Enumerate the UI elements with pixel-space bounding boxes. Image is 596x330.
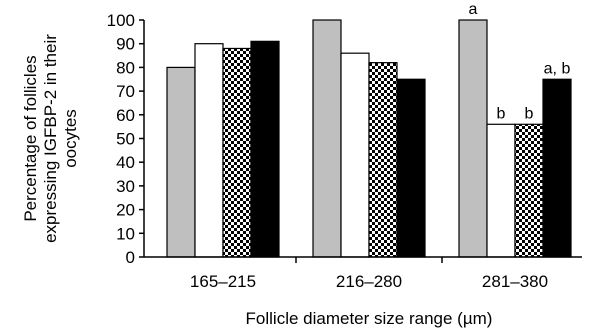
- y-tick-label: 80: [116, 58, 135, 77]
- y-axis-label-line: oocytes: [61, 109, 80, 168]
- y-axis-label-line: expressing IGFBP-2 in their: [41, 34, 60, 243]
- y-tick-label: 0: [126, 248, 135, 267]
- significance-labels: a b b a, b: [469, 1, 571, 122]
- y-axis-label: Percentage of follicles expressing IGFBP-…: [21, 34, 80, 243]
- bar: [250, 40, 280, 258]
- y-tick-label: 70: [116, 82, 135, 101]
- y-tick-label: 50: [116, 130, 135, 149]
- y-tick-label: 30: [116, 177, 135, 196]
- y-tick-label: 60: [116, 106, 135, 125]
- bar: [514, 123, 544, 258]
- bar: [222, 47, 252, 258]
- x-tick-label: 281–380: [482, 272, 548, 291]
- bars: [166, 19, 572, 258]
- bar: [396, 78, 426, 258]
- x-axis-ticks: 165–215 216–280 281–380: [190, 257, 548, 291]
- y-tick-label: 90: [116, 35, 135, 54]
- y-tick-label: 20: [116, 201, 135, 220]
- x-axis-label: Follicle diameter size range (µm): [246, 309, 493, 328]
- significance-label: a, b: [544, 60, 571, 77]
- y-tick-label: 40: [116, 153, 135, 172]
- bar: [542, 78, 572, 258]
- x-tick-label: 165–215: [190, 272, 256, 291]
- significance-label: b: [497, 105, 506, 122]
- y-tick-label: 100: [107, 11, 135, 30]
- bar: [194, 43, 224, 258]
- bar: [368, 62, 398, 258]
- bar: [312, 19, 342, 258]
- bar: [458, 19, 488, 258]
- significance-label: b: [525, 105, 534, 122]
- bar: [486, 123, 516, 258]
- bar: [166, 66, 196, 258]
- y-tick-label: 10: [116, 224, 135, 243]
- y-axis-label-line: Percentage of follicles: [21, 55, 40, 221]
- bar: [340, 52, 370, 258]
- y-axis-ticks: 0 10 20 30 40 50 60 70 80 90 100: [107, 11, 144, 267]
- significance-label: a: [469, 1, 478, 18]
- x-tick-label: 216–280: [336, 272, 402, 291]
